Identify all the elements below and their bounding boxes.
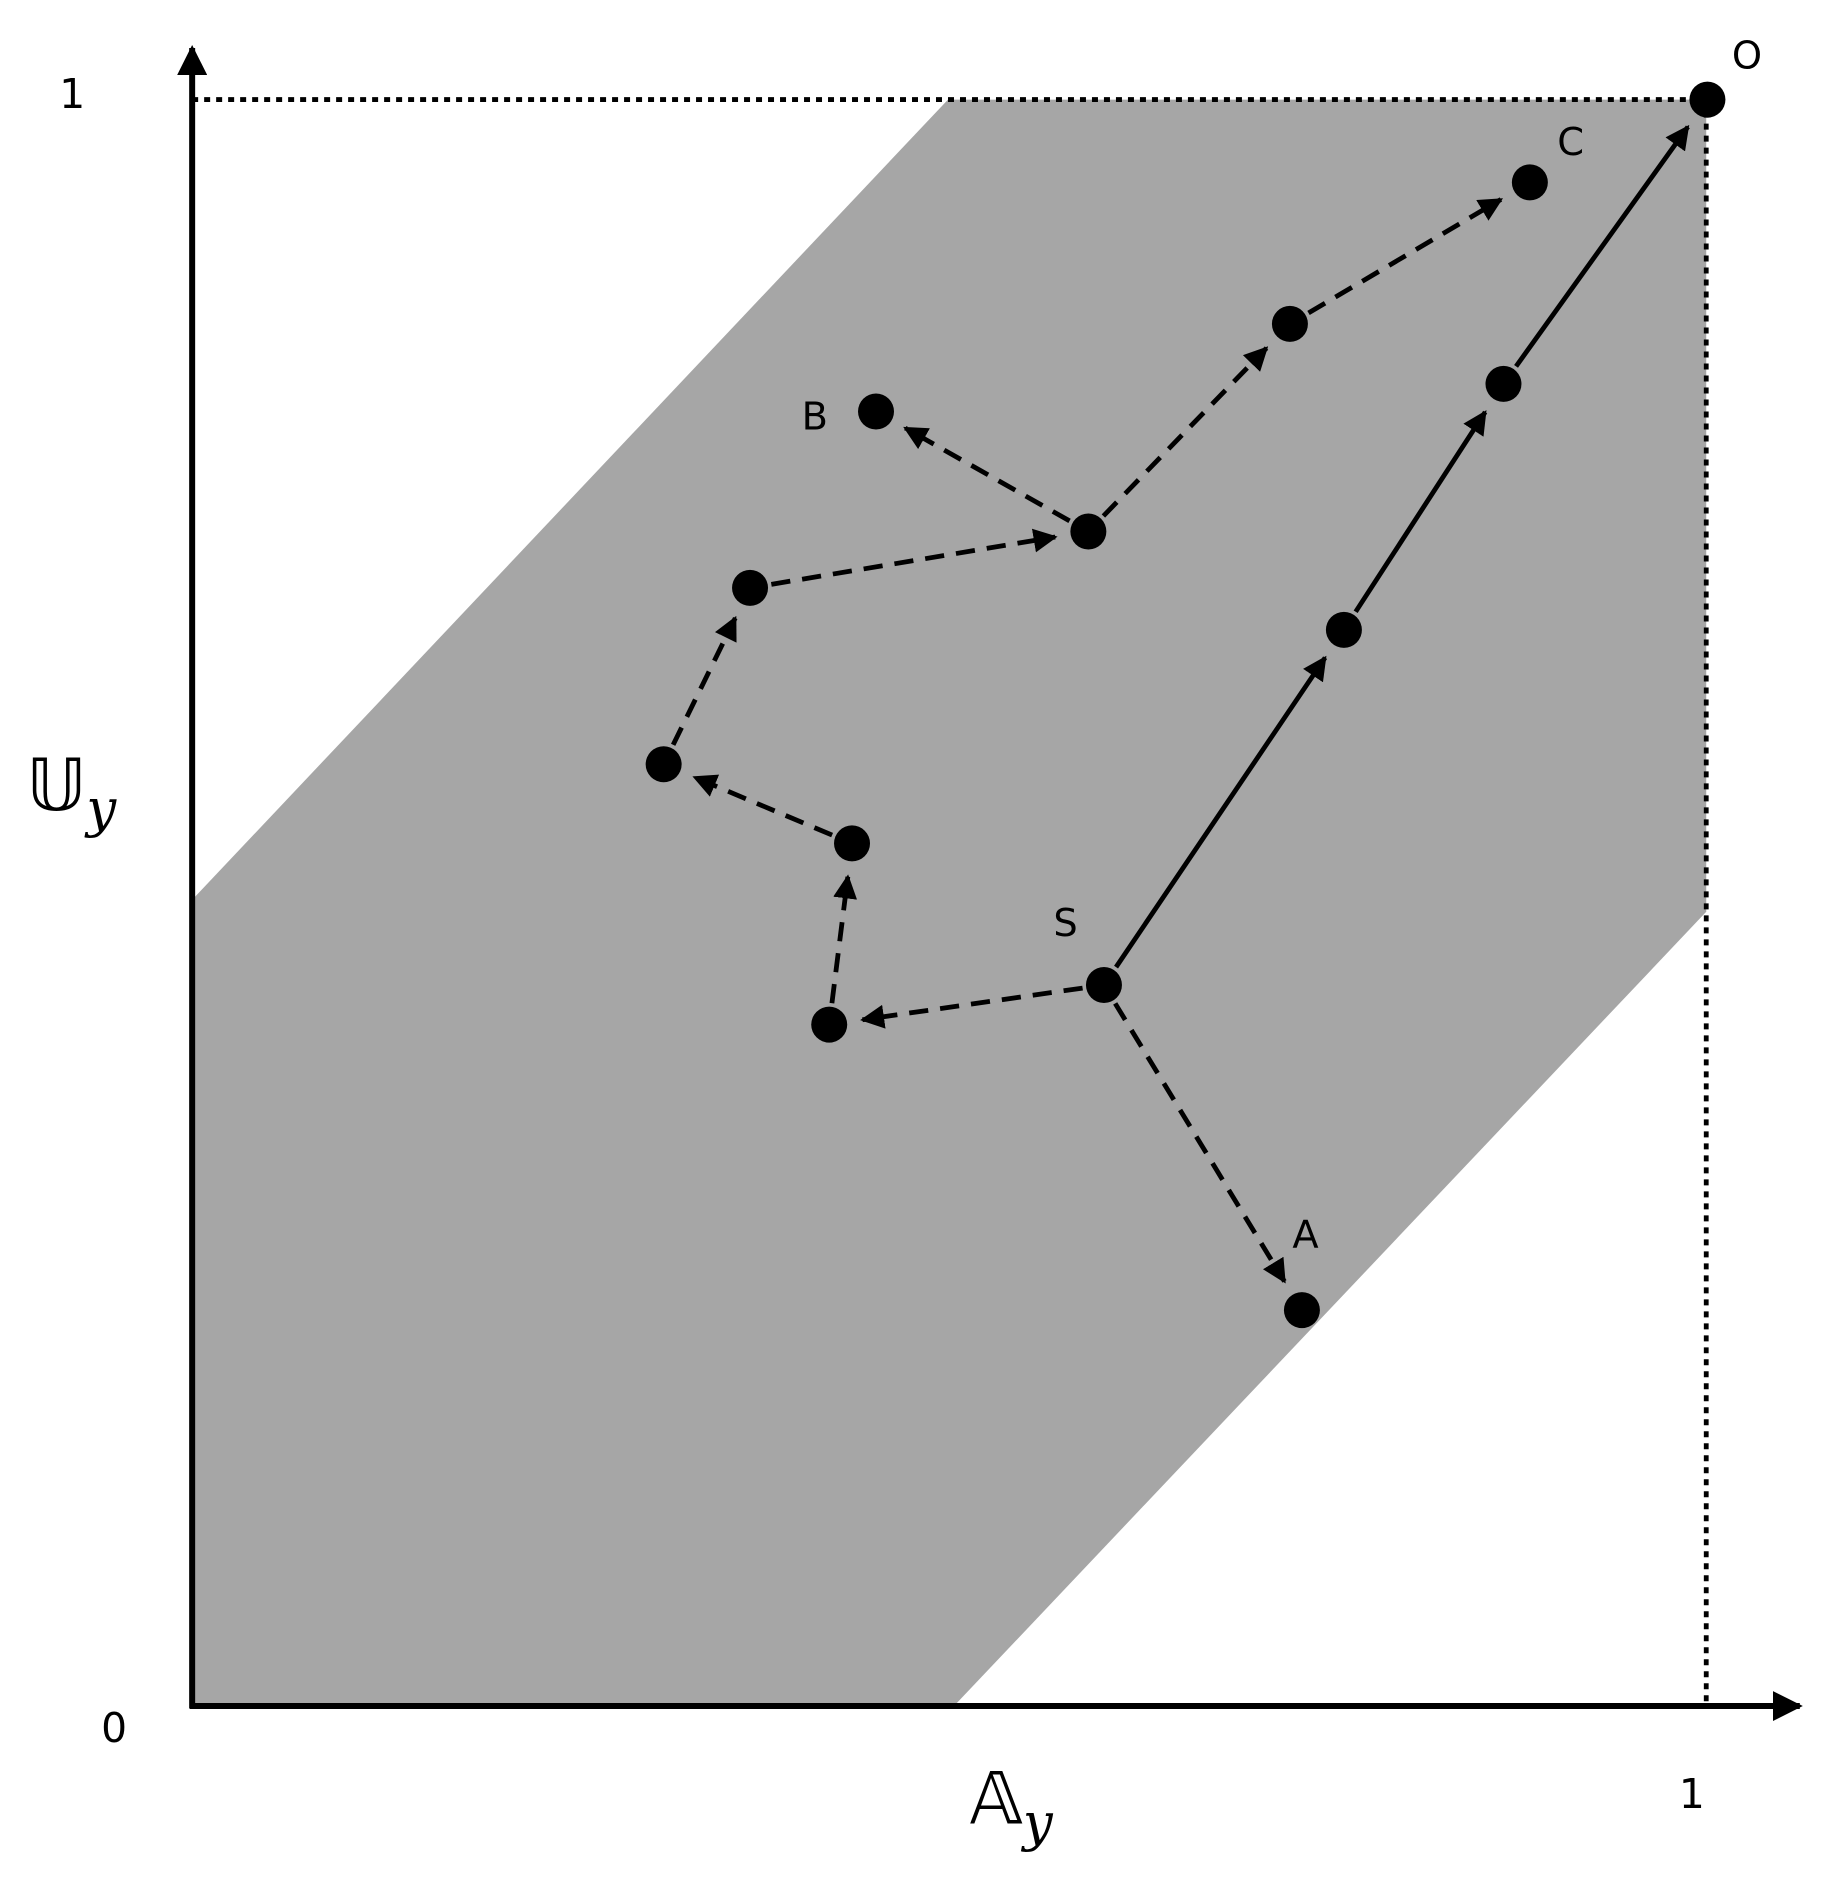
point — [1271, 305, 1308, 342]
solid-arrow — [1353, 410, 1488, 614]
point-label: A — [1292, 1213, 1318, 1258]
y-max-label: 1 — [59, 70, 85, 118]
point — [1511, 164, 1548, 201]
x-max-label: 1 — [1679, 1770, 1705, 1818]
point — [732, 569, 769, 606]
point-label: S — [1053, 901, 1077, 946]
point-label: O — [1732, 33, 1762, 78]
dashed-arrow — [1113, 1002, 1287, 1284]
point — [1325, 611, 1362, 648]
dashed-arrow — [829, 874, 858, 1004]
point — [1485, 365, 1522, 402]
point-label: B — [802, 395, 828, 440]
point-label: C — [1557, 120, 1584, 165]
y-axis-label: 𝕌y — [27, 743, 118, 840]
point — [645, 746, 682, 783]
point — [811, 1006, 848, 1043]
y-axis-symbol: 𝕌 — [27, 743, 87, 827]
point — [834, 825, 871, 862]
dashed-arrow — [692, 774, 834, 838]
point — [1070, 513, 1107, 550]
dashed-arrow — [903, 425, 1071, 523]
solid-arrow — [1114, 655, 1328, 969]
x-axis-symbol: 𝔸 — [970, 1757, 1023, 1841]
point — [1085, 966, 1122, 1003]
dashed-arrow — [1101, 346, 1269, 518]
edges — [670, 124, 1690, 1284]
solid-arrow — [1514, 124, 1690, 368]
nodes — [645, 81, 1726, 1329]
feasible-region — [192, 99, 1707, 1707]
origin-label: 0 — [101, 1704, 127, 1752]
point — [858, 393, 895, 430]
point — [1689, 81, 1726, 118]
dashed-arrow — [860, 985, 1083, 1029]
x-axis-label: 𝔸y — [970, 1757, 1054, 1854]
dashed-arrow — [1307, 197, 1504, 316]
dashed-arrow — [670, 615, 738, 746]
point — [1283, 1292, 1320, 1329]
dashed-arrow — [770, 528, 1058, 587]
y-axis-subscript: y — [84, 779, 117, 840]
x-axis-subscript: y — [1021, 1792, 1054, 1853]
